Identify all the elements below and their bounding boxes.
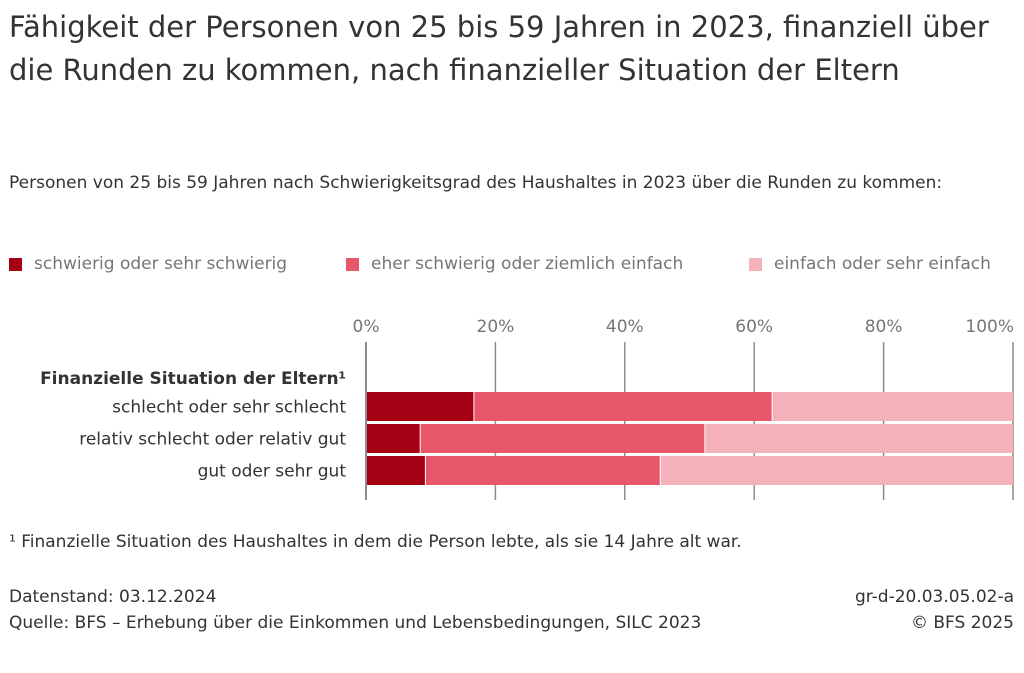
legend-swatch [749,257,762,271]
footnote: ¹ Finanzielle Situation des Haushaltes i… [9,532,742,552]
bar-segment[interactable] [367,392,474,421]
chart-subtitle: Personen von 25 bis 59 Jahren nach Schwi… [9,173,943,193]
x-tick-label: 60% [735,317,773,337]
copyright: © BFS 2025 [910,613,1014,633]
id-block: gr-d-20.03.05.02-a © BFS 2025 [855,584,1014,636]
legend-swatch [9,257,22,271]
x-tick-label: 20% [477,317,515,337]
category-label: relativ schlecht oder relativ gut [79,430,346,450]
legend-item-eher-schwierig[interactable]: eher schwierig oder ziemlich einfach [346,254,683,274]
legend-label: eher schwierig oder ziemlich einfach [371,254,684,274]
bar-segment[interactable] [772,392,1013,421]
category-label: gut oder sehr gut [198,462,347,482]
bar-segment[interactable] [425,456,660,485]
source-block: Datenstand: 03.12.2024 Quelle: BFS – Erh… [9,584,769,636]
legend: schwierig oder sehr schwierig eher schwi… [9,254,1019,280]
bars [367,392,1013,485]
bar-segment[interactable] [474,392,772,421]
data-date: Datenstand: 03.12.2024 [9,587,217,607]
category-axis-title: Finanzielle Situation der Eltern¹ [40,369,346,389]
category-labels: schlecht oder sehr schlecht relativ schle… [79,398,346,482]
legend-item-schwierig[interactable]: schwierig oder sehr schwierig [9,254,287,274]
bar-segment[interactable] [367,424,420,453]
legend-label: einfach oder sehr einfach [774,254,991,274]
x-tick-label: 100% [965,317,1014,337]
stacked-bar-chart: 0% 20% 40% 60% 80% 100% Finanzielle Situation… [40,317,1014,500]
graphic-id: gr-d-20.03.05.02-a [854,587,1014,607]
bar-segment[interactable] [660,456,1013,485]
x-tick-label: 80% [865,317,903,337]
legend-item-einfach[interactable]: einfach oder sehr einfach [749,254,991,274]
x-tick-label: 40% [606,317,644,337]
chart-title: Fähigkeit der Personen von 25 bis 59 Jah… [9,10,989,87]
legend-label: schwierig oder sehr schwierig [34,254,288,274]
bar-segment[interactable] [420,424,705,453]
x-tick-label: 0% [353,317,380,337]
bar-segment[interactable] [705,424,1013,453]
category-label: schlecht oder sehr schlecht [112,398,346,418]
source-text: Quelle: BFS – Erhebung über die Einkomme… [9,613,702,633]
bar-segment[interactable] [367,456,425,485]
legend-swatch [346,257,359,271]
x-axis-ticks: 0% 20% 40% 60% 80% 100% [353,317,1014,337]
